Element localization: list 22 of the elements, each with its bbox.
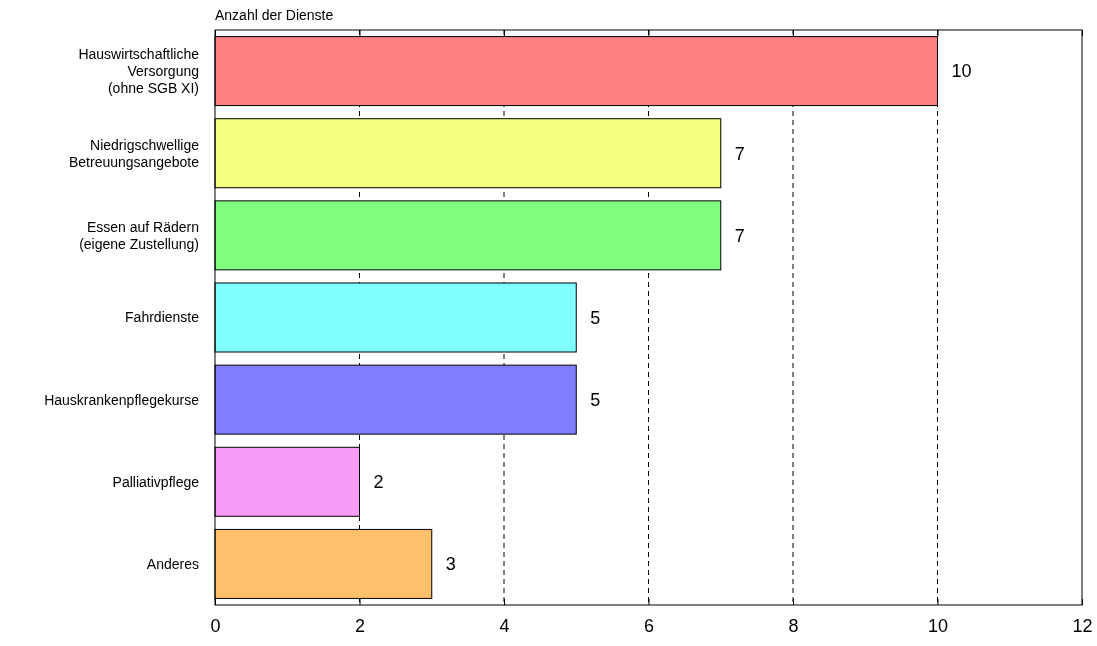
chart-title: Anzahl der Dienste: [215, 7, 334, 23]
x-tick-label: 4: [499, 615, 510, 636]
x-tick-label: 12: [1072, 615, 1093, 636]
data-label: 2: [373, 472, 384, 493]
data-label: 7: [734, 225, 745, 246]
y-tick-label: Essen auf Rädern (eigene Zustellung): [79, 218, 199, 252]
x-tick-label: 8: [788, 615, 799, 636]
x-tick-label: 6: [643, 615, 655, 636]
x-tick-label: 2: [354, 615, 366, 636]
data-label: 5: [590, 389, 601, 410]
y-tick-label: Niedrigschwellige Betreuungsangebote: [69, 136, 200, 170]
data-label: 3: [445, 554, 456, 575]
y-tick-label: Palliativpflege: [112, 473, 200, 490]
x-tick-label: 10: [927, 615, 949, 636]
data-label: 5: [590, 307, 601, 328]
x-tick-label: 0: [210, 615, 221, 636]
y-tick-label: Hauswirtschaftliche Versorgung (ohne SGB XI): [78, 45, 200, 96]
y-tick-label: Anderes: [146, 555, 199, 572]
y-tick-label: Fahrdienste: [125, 309, 200, 326]
data-label: 10: [951, 61, 972, 82]
data-label: 7: [734, 143, 745, 164]
y-tick-label: Hauskrankenpflegekurse: [44, 391, 200, 408]
